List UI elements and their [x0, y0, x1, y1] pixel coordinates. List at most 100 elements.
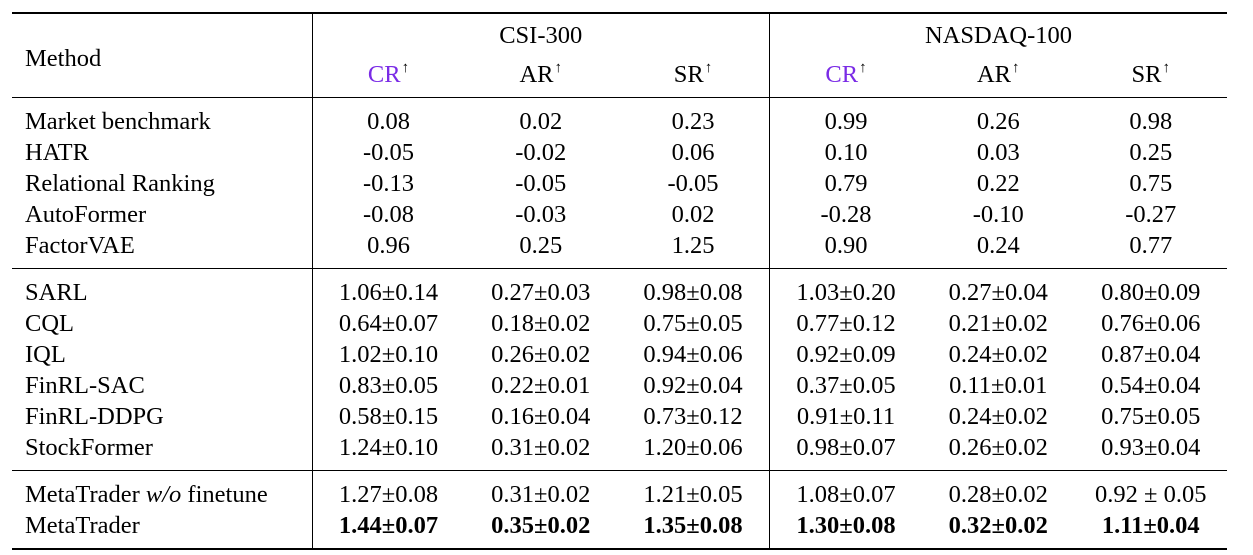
metric-label: SR — [1131, 61, 1162, 88]
metric-header-sr: SR↑ — [617, 52, 770, 98]
group-header-csi300: CSI-300 — [311, 12, 770, 52]
value-cell: 0.73±0.12 — [643, 403, 743, 430]
value-cell: 0.87±0.04 — [1101, 341, 1201, 368]
value-cell: 0.79 — [769, 168, 922, 199]
method-cell: FinRL-SAC — [25, 372, 145, 399]
value-cell: -0.27 — [1125, 201, 1177, 228]
value-cell: 0.77±0.12 — [769, 308, 922, 339]
value-cell: 0.94±0.06 — [643, 341, 743, 368]
value-cell: 0.91±0.11 — [769, 401, 922, 432]
table-row: FinRL-DDPG 0.58±0.15 0.16±0.04 0.73±0.12 0.9… — [12, 401, 1227, 432]
table-row: FactorVAE 0.96 0.25 1.25 0.90 0.24 0.77 — [12, 230, 1227, 269]
value-cell: -0.13 — [311, 168, 465, 199]
value-cell: 1.27±0.08 — [311, 470, 465, 510]
table-row: StockFormer 1.24±0.10 0.31±0.02 1.20±0.06 0.… — [12, 432, 1227, 471]
value-cell: 0.76±0.06 — [1101, 310, 1201, 337]
value-cell: 1.21±0.05 — [617, 470, 770, 510]
value-cell: 0.26±0.02 — [491, 341, 591, 368]
method-name-suffix: finetune — [181, 481, 268, 508]
value-cell: 0.16±0.04 — [491, 403, 591, 430]
value-cell: 0.27±0.04 — [922, 268, 1075, 308]
method-cell: Relational Ranking — [25, 170, 215, 197]
value-cell: 0.24±0.02 — [948, 403, 1048, 430]
value-cell: 0.90 — [769, 230, 922, 269]
value-cell: 0.58±0.15 — [311, 401, 465, 432]
value-cell: 0.11±0.01 — [949, 372, 1048, 399]
value-cell: 0.02 — [464, 97, 617, 137]
value-cell: 0.26 — [922, 97, 1075, 137]
value-cell: 1.02±0.10 — [311, 339, 465, 370]
method-name-italic: w/o — [145, 481, 182, 508]
value-cell: 0.02 — [671, 201, 715, 228]
metric-label: CR — [825, 61, 859, 88]
value-cell: 0.24±0.02 — [948, 341, 1048, 368]
value-cell: 0.96 — [311, 230, 465, 269]
metric-header-sr: SR↑ — [1075, 52, 1228, 98]
up-arrow-icon: ↑ — [1162, 60, 1171, 76]
table-row: Relational Ranking -0.13 -0.05 -0.05 0.79 0.2… — [12, 168, 1227, 199]
method-cell: MetaTrader w/o finetune — [12, 470, 312, 510]
value-cell: 0.92±0.09 — [769, 339, 922, 370]
method-name-prefix: MetaTrader — [25, 481, 146, 508]
value-cell: 0.23 — [617, 97, 770, 137]
value-cell: 1.30±0.08 — [769, 510, 922, 550]
value-cell: 0.22 — [976, 170, 1020, 197]
method-column-header: Method — [12, 12, 312, 98]
value-cell: 0.92±0.04 — [643, 372, 743, 399]
table-row: IQL 1.02±0.10 0.26±0.02 0.94±0.06 0.92±0.09 0… — [12, 339, 1227, 370]
table-row: SARL 1.06±0.14 0.27±0.03 0.98±0.08 1.03±0.20… — [12, 268, 1228, 308]
value-cell: 1.35±0.08 — [617, 510, 770, 550]
up-arrow-icon: ↑ — [554, 60, 563, 76]
value-cell: 0.18±0.02 — [491, 310, 591, 337]
value-cell: 0.75±0.05 — [1101, 403, 1201, 430]
value-cell: 1.20±0.06 — [643, 434, 743, 461]
value-cell: 0.25 — [1129, 139, 1173, 166]
method-cell: FactorVAE — [25, 232, 135, 259]
value-cell: 1.25 — [671, 232, 715, 259]
value-cell: 0.32±0.02 — [922, 510, 1075, 550]
method-cell: Market benchmark — [12, 97, 312, 137]
value-cell: 0.54±0.04 — [1101, 372, 1201, 399]
method-cell: SARL — [12, 268, 312, 308]
metric-header-ar: AR↑ — [465, 52, 618, 98]
method-cell: FinRL-DDPG — [25, 403, 164, 430]
value-cell: 0.83±0.05 — [311, 370, 465, 401]
value-cell: 0.98±0.07 — [769, 432, 922, 471]
value-cell: 0.98 — [1074, 97, 1228, 137]
table-row: MetaTrader 1.44±0.07 0.35±0.02 1.35±0.08 1.3… — [12, 510, 1228, 550]
up-arrow-icon: ↑ — [1012, 60, 1020, 76]
metric-label: AR — [519, 61, 554, 88]
value-cell: -0.02 — [515, 139, 567, 166]
value-cell: 0.77 — [1129, 232, 1173, 259]
table-row: FinRL-SAC 0.83±0.05 0.22±0.01 0.92±0.04 0.37… — [12, 370, 1227, 401]
up-arrow-icon: ↑ — [859, 60, 867, 76]
up-arrow-icon: ↑ — [401, 60, 410, 76]
metric-label: AR — [976, 61, 1012, 88]
value-cell: 0.25 — [519, 232, 563, 259]
value-cell: -0.03 — [515, 201, 567, 228]
value-cell: -0.05 — [515, 170, 567, 197]
value-cell: 1.11±0.04 — [1074, 510, 1228, 550]
table-body: Market benchmark 0.08 0.02 0.23 0.99 0.26 0.98… — [12, 97, 1228, 550]
value-cell: 0.24 — [976, 232, 1020, 259]
value-cell: 0.31±0.02 — [464, 470, 617, 510]
value-cell: 0.75 — [1129, 170, 1173, 197]
table-row: Market benchmark 0.08 0.02 0.23 0.99 0.26 0.98 — [12, 97, 1228, 137]
metric-label: SR — [673, 61, 704, 88]
value-cell: -0.10 — [972, 201, 1024, 228]
value-cell: -0.08 — [311, 199, 465, 230]
value-cell: 0.08 — [311, 97, 465, 137]
method-cell: HATR — [25, 139, 89, 166]
method-cell: StockFormer — [25, 434, 153, 461]
value-cell: 0.26±0.02 — [948, 434, 1048, 461]
table-row: MetaTrader w/o finetune 1.27±0.08 0.31±0.0… — [12, 470, 1228, 510]
value-cell: -0.05 — [311, 137, 465, 168]
table-row: CQL 0.64±0.07 0.18±0.02 0.75±0.05 0.77±0.12 0… — [12, 308, 1227, 339]
value-cell: 1.06±0.14 — [311, 268, 465, 308]
value-cell: 0.27±0.03 — [464, 268, 617, 308]
value-cell: 0.22±0.01 — [491, 372, 591, 399]
value-cell: 1.03±0.20 — [769, 268, 922, 308]
method-cell: CQL — [25, 310, 74, 337]
value-cell: 0.06 — [671, 139, 715, 166]
table-header: Method CSI-300 NASDAQ-100 CR↑ AR↑ SR↑ CR… — [12, 12, 1228, 98]
